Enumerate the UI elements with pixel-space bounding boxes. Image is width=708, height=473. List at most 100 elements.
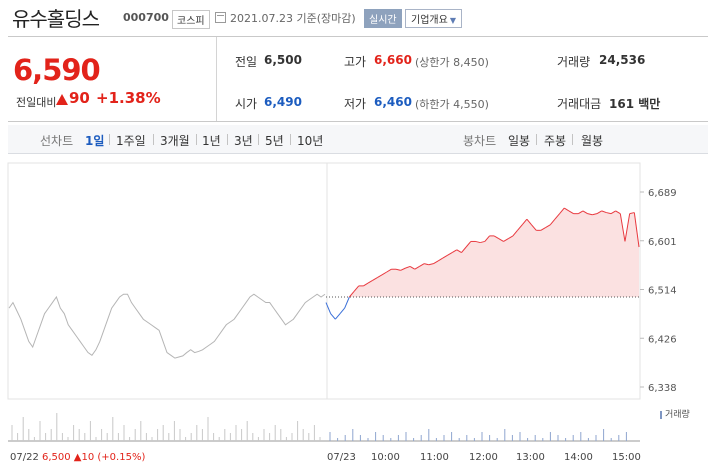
today-line-segment: [456, 249, 462, 253]
open-label: 시가: [235, 97, 258, 111]
period-1w[interactable]: 1주일: [116, 134, 146, 148]
today-line-segment: [592, 213, 598, 216]
today-line-segment: [377, 274, 383, 278]
today-line-segment: [601, 210, 607, 214]
price-summary: 6,590 전일대비 90 +1.38% 전일 6,500 고가 6,660 (…: [8, 36, 708, 122]
high-label: 고가: [344, 55, 367, 69]
today-line-segment: [606, 212, 612, 215]
today-line-segment: [545, 224, 551, 228]
plot-frame: [7, 162, 641, 400]
period-daily[interactable]: 일봉: [508, 134, 531, 148]
prev-day-summary: 6,500 ▲10 (+0.15%): [42, 452, 145, 463]
low-label: 저가: [344, 97, 367, 111]
today-line-segment: [549, 218, 556, 226]
price-chart-svg: 6,689 6,601 6,514 6,426 6,338 07/22 07/23 10:00…: [7, 162, 677, 463]
volume-legend: 거래량: [660, 407, 690, 420]
volume-label: 거래량: [557, 55, 591, 69]
today-line-segment: [484, 235, 490, 242]
realtime-button[interactable]: 실시간: [364, 9, 402, 28]
high-value: 6,660: [374, 53, 412, 67]
y-tick-label: 6,338: [648, 383, 677, 394]
lower-limit: (하한가 4,550): [415, 98, 489, 111]
chevron-down-icon: ▼: [449, 16, 456, 25]
today-line-segment: [554, 213, 560, 220]
today-line-segment: [405, 265, 411, 269]
upper-limit: (상한가 8,450): [415, 56, 489, 69]
today-line-segment: [521, 218, 528, 226]
today-line-segment: [624, 213, 631, 242]
period-10y[interactable]: 10년: [297, 134, 324, 148]
line-chart-label: 선차트: [40, 134, 74, 148]
market-badge: 코스피: [172, 10, 210, 29]
prev-day-line: [8, 293, 326, 359]
gain-area: [326, 208, 639, 297]
stock-code: 000700: [123, 11, 169, 24]
today-line-segment: [619, 213, 626, 242]
today-line-segment: [400, 267, 406, 271]
today-line-segment: [367, 279, 373, 284]
today-line-segment: [503, 238, 509, 242]
divider: [536, 134, 537, 145]
volume-value: 24,536: [599, 53, 646, 67]
y-tick-label: 6,514: [648, 286, 677, 297]
today-line-segment: [493, 235, 500, 240]
today-line-segment: [596, 210, 602, 215]
divider: [153, 134, 154, 145]
stock-header: 유수홀딩스 000700 코스피 2021.07.23 기준(장마감) 실시간 …: [0, 0, 708, 34]
chart-period-bar: 선차트 1일 1주일 3개월 1년 3년 5년 10년 봉차트 일봉 주봉 월봉: [8, 125, 708, 154]
today-line-segment: [578, 210, 584, 215]
current-price-box: 6,590 전일대비 90 +1.38%: [8, 37, 217, 121]
period-1d[interactable]: 1일: [85, 134, 105, 148]
today-line-segment: [526, 218, 532, 226]
today-line-segment: [409, 266, 416, 270]
today-line-segment: [512, 230, 518, 237]
period-3m[interactable]: 3개월: [160, 134, 190, 148]
period-5y[interactable]: 5년: [265, 134, 284, 148]
divider: [572, 134, 573, 145]
period-weekly[interactable]: 주봉: [544, 134, 567, 148]
period-3y[interactable]: 3년: [234, 134, 253, 148]
today-line-segment: [633, 212, 640, 248]
today-line-segment: [437, 257, 444, 262]
change-label: 전일대비: [16, 96, 57, 109]
trade-amount-label: 거래대금: [557, 97, 602, 111]
today-line-segment: [325, 302, 332, 314]
today-line-segment: [568, 210, 574, 215]
today-line-segment: [433, 260, 439, 265]
period-1y[interactable]: 1년: [202, 134, 221, 148]
x-tick-label: 12:00: [469, 452, 498, 463]
today-line-segment: [395, 268, 401, 271]
y-tick-label: 6,689: [648, 188, 677, 199]
current-price: 6,590: [13, 53, 101, 87]
today-line-segment: [363, 282, 369, 287]
today-line-segment: [517, 224, 523, 231]
calendar-icon: [215, 12, 226, 23]
company-overview-dropdown[interactable]: 기업개요 ▼: [405, 9, 462, 28]
x-tick-label: 13:00: [516, 452, 545, 463]
today-line-segment: [447, 252, 453, 256]
today-line-segment: [353, 285, 360, 292]
period-monthly[interactable]: 월봉: [581, 134, 604, 148]
today-line-segment: [428, 263, 434, 266]
today-line-segment: [629, 212, 635, 215]
today-line-segment: [442, 254, 448, 259]
divider: [227, 134, 228, 145]
x-tick-label: 07/22: [10, 452, 39, 463]
divider: [196, 134, 197, 145]
change-percent: +1.38%: [96, 89, 161, 107]
up-arrow-icon: [56, 94, 68, 105]
today-line-segment: [540, 227, 546, 231]
today-line-segment: [381, 271, 387, 276]
change-value: 90: [69, 89, 90, 107]
x-tick-label: 11:00: [420, 452, 449, 463]
x-tick-label: 07/23: [327, 452, 356, 463]
today-line-segment: [582, 210, 588, 215]
today-line-segment: [461, 246, 467, 253]
today-line-segment: [498, 238, 504, 242]
today-line-segment: [344, 296, 350, 309]
today-line-segment: [451, 249, 458, 253]
x-tick-label: 10:00: [371, 452, 400, 463]
today-line-segment: [330, 313, 336, 320]
today-line-segment: [372, 277, 378, 281]
low-value: 6,460: [374, 95, 412, 109]
